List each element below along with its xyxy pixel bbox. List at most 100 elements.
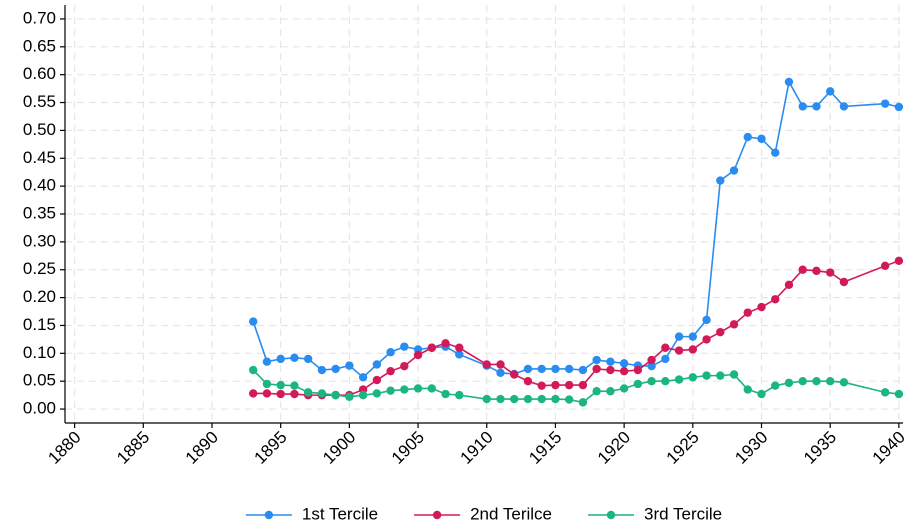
y-tick-label: 0.15 [23,315,56,334]
data-point [812,266,821,276]
data-point [303,354,313,364]
data-point [427,384,436,393]
data-point [386,386,395,395]
x-tick-label: 1925 [663,428,703,468]
data-point [839,102,849,111]
data-point [413,384,423,393]
data-point [317,389,327,398]
y-tick-label: 0.05 [23,371,56,390]
data-point [784,378,794,388]
data-point [894,102,904,112]
data-point [413,350,423,360]
data-point [839,378,849,387]
data-point [606,387,615,396]
data-point [757,302,766,312]
data-point [551,364,560,374]
data-point [619,384,629,393]
data-point [743,385,752,394]
data-point [688,332,698,341]
data-point [729,166,739,175]
data-point [729,370,739,379]
data-point [578,365,588,375]
data-point [798,377,807,386]
data-point [523,364,533,374]
x-tick-label: 1940 [869,428,904,468]
y-tick-label: 0.25 [23,259,56,278]
data-point [798,265,807,274]
data-point [578,380,588,390]
data-point [839,277,849,287]
data-point [619,359,629,368]
y-tick-label: 0.65 [23,36,56,55]
legend-label: 2nd Terilce [470,504,552,523]
data-point [249,365,258,375]
legend-marker [606,510,616,520]
data-point [633,379,643,389]
data-point [523,394,533,404]
data-point [482,360,491,369]
data-point [798,102,807,111]
data-point [771,295,780,304]
data-point [880,99,890,108]
data-point [523,377,533,386]
data-point [358,390,368,400]
y-tick-label: 0.60 [23,64,56,83]
data-point [825,377,835,386]
data-point [606,357,615,366]
data-point [633,365,643,375]
y-tick-label: 0.00 [23,399,56,418]
data-point [592,387,601,396]
data-point [716,371,725,380]
data-point [784,280,794,289]
data-point [564,364,574,374]
x-tick-label: 1930 [731,428,771,468]
data-point [674,346,684,355]
data-point [262,389,272,398]
x-tick-label: 1885 [113,428,153,468]
data-point [496,368,505,378]
y-tick-label: 0.55 [23,92,56,111]
data-point [812,377,821,386]
data-point [400,385,409,394]
data-point [716,176,725,185]
data-point [455,350,464,359]
data-point [262,379,272,389]
legend-label: 1st Tercile [302,504,378,523]
data-point [427,343,436,352]
data-point [441,389,450,399]
x-tick-label: 1910 [457,428,497,468]
data-point [551,380,560,390]
data-point [757,389,766,399]
x-tick-label: 1890 [182,428,222,468]
data-point [592,364,601,374]
data-point [702,371,711,380]
data-point [771,148,780,157]
data-point [317,365,327,375]
data-point [358,373,368,382]
data-point [674,332,684,341]
data-point [743,308,752,317]
data-point [825,87,835,96]
data-point [578,398,588,407]
data-point [303,388,313,397]
data-point [647,377,656,386]
data-point [331,390,340,400]
x-tick-label: 1895 [250,428,290,468]
data-point [400,361,409,371]
data-point [372,375,382,385]
data-point [606,365,615,375]
data-point [276,354,285,364]
data-point [537,394,546,404]
data-point [372,360,382,369]
data-point [661,343,670,352]
data-point [249,317,258,326]
data-point [345,361,354,370]
data-point [510,394,519,404]
series-line [252,79,900,379]
series-line [253,260,900,396]
data-point [262,357,272,366]
x-tick-label: 1880 [44,428,84,468]
legend-marker [432,510,442,520]
data-point [784,77,794,87]
y-tick-label: 0.30 [23,231,56,250]
